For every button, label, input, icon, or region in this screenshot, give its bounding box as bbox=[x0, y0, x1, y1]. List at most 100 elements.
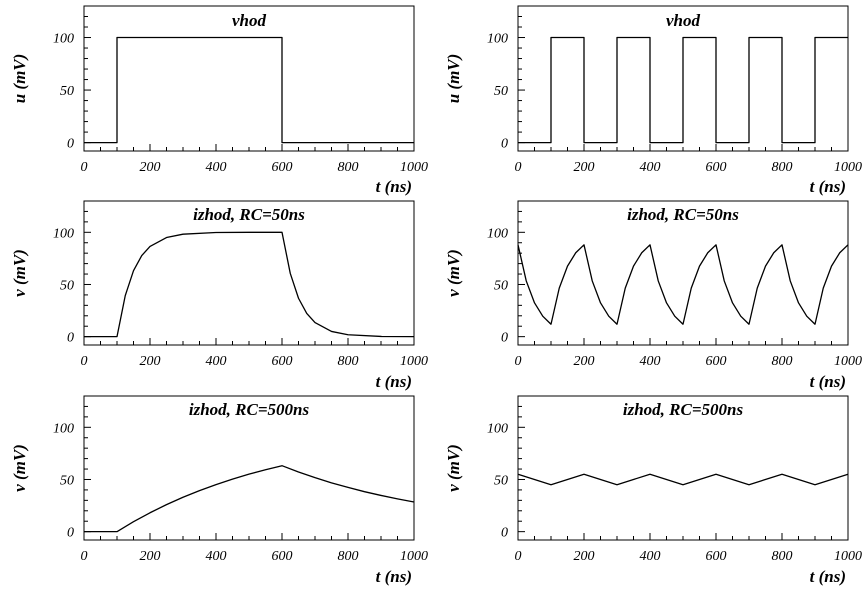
y-axis-label: v (mV) bbox=[10, 444, 29, 492]
series-line bbox=[84, 231, 415, 338]
x-tick-label: 200 bbox=[140, 160, 161, 175]
y-tick-label: 50 bbox=[60, 473, 74, 488]
x-tick-label: 400 bbox=[640, 549, 661, 564]
chart-title: izhod, RC=500ns bbox=[623, 400, 744, 419]
x-axis-label: t (ns) bbox=[376, 372, 412, 391]
x-tick-label: 0 bbox=[81, 160, 88, 175]
y-axis-label: v (mV) bbox=[10, 249, 29, 297]
y-ticks: 0 50 100 bbox=[487, 16, 525, 152]
series-lines bbox=[84, 465, 415, 533]
x-tick-label: 1000 bbox=[834, 549, 862, 564]
x-axis-label: t (ns) bbox=[376, 177, 412, 196]
y-tick-label: 100 bbox=[53, 421, 74, 436]
y-tick-label: 100 bbox=[53, 226, 74, 241]
panel-izhod-rc50-single: izhod, RC=50ns v (mV) t (ns) 0 200 400 600 8… bbox=[10, 200, 428, 391]
x-tick-label: 600 bbox=[272, 160, 293, 175]
x-tick-label: 400 bbox=[640, 160, 661, 175]
y-tick-label: 50 bbox=[60, 278, 74, 293]
x-tick-label: 0 bbox=[81, 549, 88, 564]
y-ticks: 0 50 100 bbox=[53, 16, 91, 152]
series-line bbox=[517, 244, 849, 325]
series-lines bbox=[84, 36, 414, 144]
y-tick-label: 0 bbox=[67, 526, 74, 541]
y-axis-label: u (mV) bbox=[444, 54, 463, 104]
x-tick-label: 800 bbox=[338, 160, 359, 175]
x-axis-label: t (ns) bbox=[810, 177, 846, 196]
x-tick-label: 0 bbox=[81, 354, 88, 369]
x-ticks: 0 200 400 600 800 1000 bbox=[515, 533, 862, 564]
panel-izhod-rc500-single: izhod, RC=500ns v (mV) t (ns) 0 200 400 600… bbox=[10, 395, 428, 586]
series-lines bbox=[517, 473, 849, 486]
y-tick-label: 50 bbox=[494, 473, 508, 488]
x-ticks: 0 200 400 600 800 1000 bbox=[81, 144, 428, 175]
y-tick-label: 0 bbox=[501, 331, 508, 346]
x-tick-label: 600 bbox=[706, 354, 727, 369]
x-tick-label: 200 bbox=[140, 354, 161, 369]
y-tick-label: 50 bbox=[494, 278, 508, 293]
y-tick-label: 100 bbox=[487, 226, 508, 241]
series-lines bbox=[84, 231, 415, 338]
panel-vhod-pulse-train: vhod u (mV) t (ns) 0 200 400 600 800 1000 0 50… bbox=[444, 5, 862, 196]
y-ticks: 0 50 100 bbox=[487, 405, 525, 541]
x-tick-label: 800 bbox=[772, 160, 793, 175]
chart-title: vhod bbox=[666, 11, 701, 30]
x-tick-label: 1000 bbox=[400, 549, 428, 564]
y-tick-label: 0 bbox=[501, 137, 508, 152]
x-tick-label: 400 bbox=[206, 354, 227, 369]
x-ticks: 0 200 400 600 800 1000 bbox=[515, 338, 862, 369]
x-tick-label: 800 bbox=[772, 354, 793, 369]
panel-izhod-rc500-train: izhod, RC=500ns v (mV) t (ns) 0 200 400 600… bbox=[444, 395, 862, 586]
chart-title: vhod bbox=[232, 11, 267, 30]
x-ticks: 0 200 400 600 800 1000 bbox=[81, 533, 428, 564]
x-tick-label: 1000 bbox=[400, 354, 428, 369]
chart-title: izhod, RC=50ns bbox=[193, 205, 305, 224]
x-tick-label: 1000 bbox=[834, 354, 862, 369]
y-tick-label: 50 bbox=[494, 84, 508, 99]
x-tick-label: 0 bbox=[515, 354, 522, 369]
x-tick-label: 600 bbox=[706, 160, 727, 175]
x-tick-label: 400 bbox=[206, 549, 227, 564]
panel-vhod-single-pulse: vhod u (mV) t (ns) 0 200 400 600 800 1000 0 50… bbox=[10, 5, 428, 196]
x-tick-label: 800 bbox=[338, 549, 359, 564]
x-tick-label: 600 bbox=[706, 549, 727, 564]
series-lines bbox=[517, 244, 849, 325]
y-axis-label: v (mV) bbox=[444, 444, 463, 492]
panel-izhod-rc50-train: izhod, RC=50ns v (mV) t (ns) 0 200 400 600 8… bbox=[444, 200, 862, 391]
x-axis-label: t (ns) bbox=[810, 372, 846, 391]
y-ticks: 0 50 100 bbox=[53, 210, 91, 346]
y-ticks: 0 50 100 bbox=[53, 405, 91, 541]
series-line bbox=[84, 36, 414, 144]
x-axis-label: t (ns) bbox=[810, 567, 846, 586]
series-line bbox=[518, 36, 848, 144]
y-axis-label: u (mV) bbox=[10, 54, 29, 104]
x-tick-label: 0 bbox=[515, 549, 522, 564]
y-tick-label: 0 bbox=[501, 526, 508, 541]
x-tick-label: 200 bbox=[574, 354, 595, 369]
y-axis-label: v (mV) bbox=[444, 249, 463, 297]
y-tick-label: 100 bbox=[53, 32, 74, 47]
x-ticks: 0 200 400 600 800 1000 bbox=[515, 144, 862, 175]
series-line bbox=[84, 465, 415, 533]
x-tick-label: 800 bbox=[338, 354, 359, 369]
y-ticks: 0 50 100 bbox=[487, 210, 525, 346]
chart-title: izhod, RC=50ns bbox=[627, 205, 739, 224]
y-tick-label: 100 bbox=[487, 421, 508, 436]
x-tick-label: 400 bbox=[640, 354, 661, 369]
y-tick-label: 50 bbox=[60, 84, 74, 99]
series-lines bbox=[518, 36, 848, 144]
x-tick-label: 600 bbox=[272, 354, 293, 369]
x-tick-label: 400 bbox=[206, 160, 227, 175]
y-tick-label: 0 bbox=[67, 331, 74, 346]
x-tick-label: 1000 bbox=[834, 160, 862, 175]
x-tick-label: 600 bbox=[272, 549, 293, 564]
y-tick-label: 100 bbox=[487, 32, 508, 47]
x-tick-label: 800 bbox=[772, 549, 793, 564]
x-tick-label: 1000 bbox=[400, 160, 428, 175]
x-tick-label: 200 bbox=[574, 160, 595, 175]
x-axis-label: t (ns) bbox=[376, 567, 412, 586]
x-tick-label: 0 bbox=[515, 160, 522, 175]
x-tick-label: 200 bbox=[574, 549, 595, 564]
x-ticks: 0 200 400 600 800 1000 bbox=[81, 338, 428, 369]
y-tick-label: 0 bbox=[67, 137, 74, 152]
